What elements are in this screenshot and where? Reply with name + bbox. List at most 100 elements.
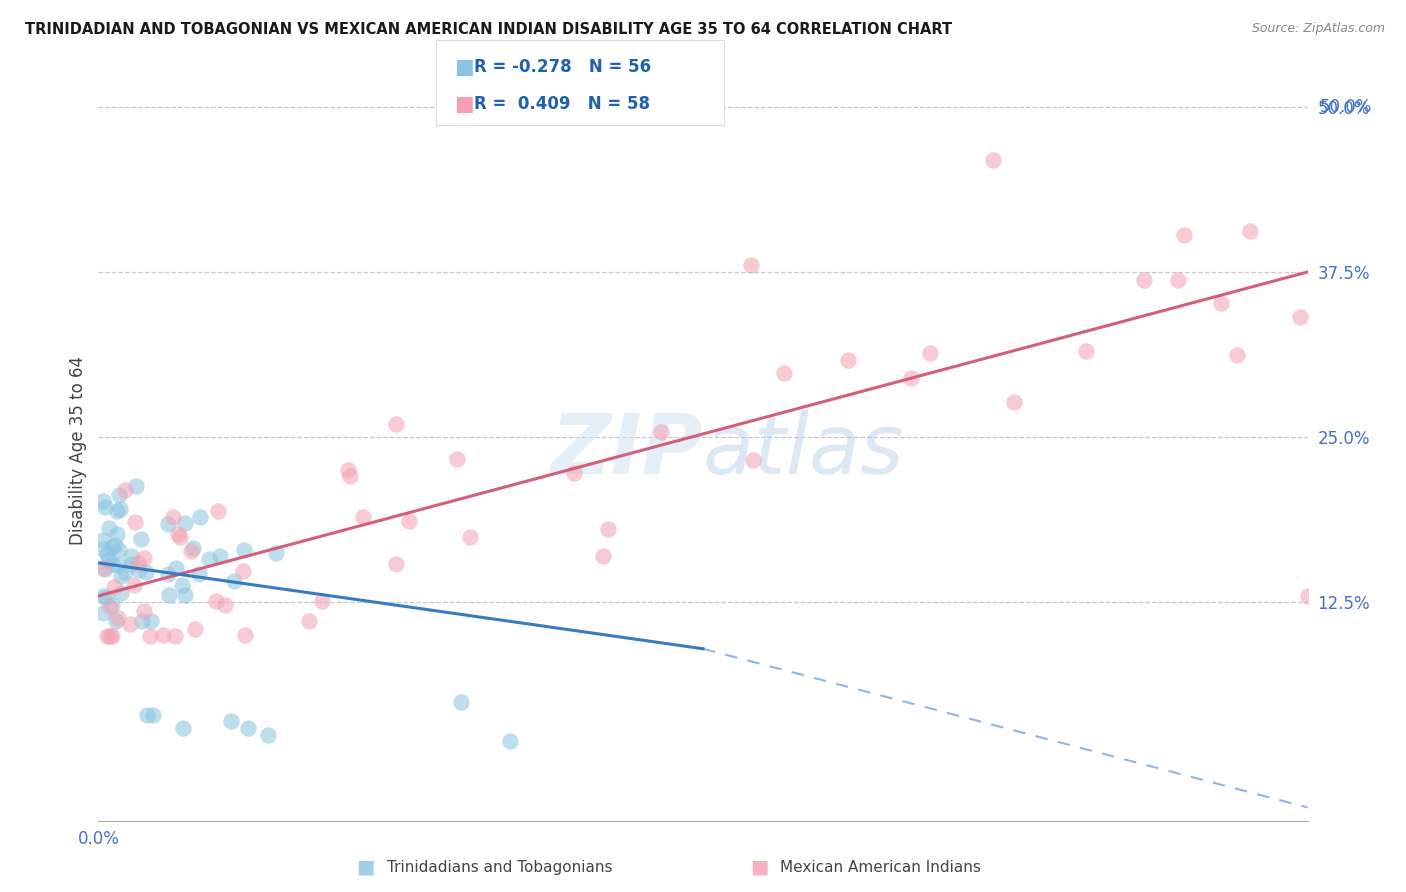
Point: [352, 510, 374, 524]
Point: [169, 530, 191, 544]
Point: [142, 707, 165, 722]
Point: [120, 549, 142, 563]
Point: [122, 578, 145, 592]
Point: [100, 557, 122, 571]
Point: [141, 614, 163, 628]
Point: [104, 538, 127, 552]
Point: [1173, 227, 1195, 242]
Point: [172, 578, 194, 592]
Point: [222, 574, 245, 588]
Point: [1289, 310, 1312, 324]
Point: [128, 563, 150, 577]
Text: Mexican American Indians: Mexican American Indians: [780, 860, 981, 874]
Point: [110, 586, 132, 600]
Point: [837, 353, 859, 368]
Point: [398, 514, 420, 528]
Point: [207, 504, 229, 518]
Point: [1239, 224, 1261, 238]
Point: [157, 517, 180, 532]
Point: [91, 541, 114, 556]
Point: [336, 463, 359, 477]
Point: [184, 622, 207, 636]
Point: [127, 557, 149, 571]
Point: [298, 614, 321, 628]
Text: ZIP: ZIP: [550, 410, 703, 491]
Point: [339, 469, 361, 483]
Text: Trinidadians and Tobagonians: Trinidadians and Tobagonians: [387, 860, 612, 874]
Point: [104, 614, 127, 628]
Point: [385, 417, 408, 431]
Point: [101, 598, 124, 612]
Point: [264, 546, 287, 560]
Y-axis label: Disability Age 35 to 64: Disability Age 35 to 64: [69, 356, 87, 545]
Point: [91, 561, 114, 575]
Point: [91, 589, 114, 603]
Point: [107, 488, 129, 502]
Point: [174, 588, 197, 602]
Point: [129, 533, 152, 547]
Point: [165, 629, 187, 643]
Text: R =  0.409   N = 58: R = 0.409 N = 58: [474, 95, 650, 113]
Point: [107, 558, 129, 573]
Point: [94, 590, 117, 604]
Point: [107, 543, 129, 558]
Point: [120, 617, 142, 632]
Point: [598, 522, 620, 536]
Point: [256, 728, 278, 742]
Point: [135, 565, 157, 579]
Point: [124, 515, 146, 529]
Point: [94, 500, 117, 515]
Point: [114, 565, 136, 579]
Point: [1002, 395, 1025, 409]
Point: [110, 569, 132, 583]
Point: [131, 614, 153, 628]
Point: [450, 695, 472, 709]
Point: [742, 452, 765, 467]
Text: atlas: atlas: [703, 410, 904, 491]
Point: [460, 530, 482, 544]
Point: [900, 371, 922, 385]
Point: [134, 551, 156, 566]
Point: [1211, 295, 1233, 310]
Point: [311, 593, 333, 607]
Point: [188, 509, 211, 524]
Point: [232, 564, 254, 578]
Point: [135, 707, 157, 722]
Point: [1226, 348, 1249, 362]
Point: [114, 483, 136, 497]
Text: Source: ZipAtlas.com: Source: ZipAtlas.com: [1251, 22, 1385, 36]
Point: [1296, 589, 1319, 603]
Point: [165, 561, 187, 575]
Point: [96, 629, 118, 643]
Text: ■: ■: [454, 95, 474, 114]
Point: [918, 345, 941, 359]
Point: [981, 153, 1004, 167]
Point: [236, 721, 259, 735]
Point: [98, 521, 121, 535]
Point: [103, 580, 125, 594]
Point: [139, 629, 162, 643]
Point: [98, 629, 121, 643]
Point: [174, 516, 197, 530]
Point: [773, 367, 796, 381]
Point: [108, 502, 131, 516]
Point: [208, 549, 231, 563]
Point: [94, 562, 117, 576]
Point: [205, 594, 228, 608]
Text: ■: ■: [454, 57, 474, 77]
Point: [96, 547, 118, 561]
Point: [1076, 344, 1098, 359]
Point: [233, 543, 256, 558]
Point: [221, 714, 243, 729]
Point: [97, 553, 120, 567]
Point: [125, 479, 148, 493]
Point: [101, 540, 124, 554]
Text: R = -0.278   N = 56: R = -0.278 N = 56: [474, 58, 651, 76]
Point: [188, 566, 211, 581]
Point: [592, 549, 614, 563]
Point: [650, 425, 672, 439]
Point: [98, 600, 121, 615]
Point: [498, 734, 520, 748]
Point: [233, 628, 256, 642]
Point: [120, 558, 142, 572]
